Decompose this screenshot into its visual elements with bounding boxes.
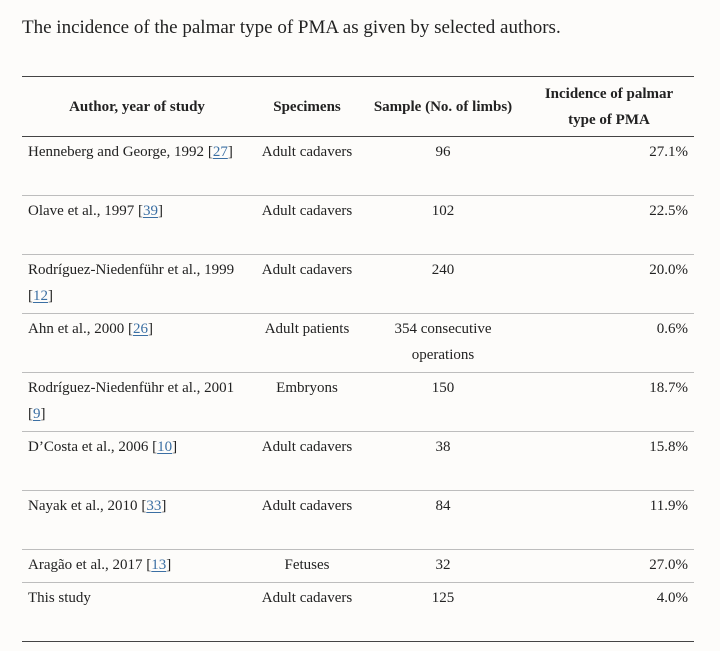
author-text: This study xyxy=(28,590,91,606)
specimens-cell: Adult cadavers xyxy=(252,254,362,314)
reference-link[interactable]: 27 xyxy=(212,144,228,160)
author-cell: Nayak et al., 2010 [33] xyxy=(22,490,252,550)
header-incidence: Incidence of palmar type of PMA xyxy=(524,76,694,137)
author-cell: Rodríguez-Niedenführ et al., 2001 [9] xyxy=(22,372,252,432)
specimens-cell: Adult cadavers xyxy=(261,590,353,606)
author-text: Rodríguez-Niedenführ et al., 1999 xyxy=(28,262,235,278)
sample-cell: 38 xyxy=(362,431,524,491)
sample-cell: 102 xyxy=(362,195,524,255)
table-row: Nayak et al., 2010 [33] Adult cadavers 8… xyxy=(22,490,694,550)
sample-cell: 32 xyxy=(362,549,524,583)
specimens-cell: Adult cadavers xyxy=(252,195,362,255)
author-text: Henneberg and George, 1992 xyxy=(28,144,205,160)
incidence-cell: 15.8% xyxy=(524,431,694,491)
table-row: D’Costa et al., 2006 [10] Adult cadavers… xyxy=(22,431,694,491)
table-header-row: Author, year of study Specimens Sample (… xyxy=(22,76,694,137)
author-text: D’Costa et al., 2006 xyxy=(28,439,149,455)
table-caption: The incidence of the palmar type of PMA … xyxy=(22,17,561,38)
table-row: Ahn et al., 2000 [26] Adult patients 354… xyxy=(22,313,694,373)
incidence-cell: 4.0% xyxy=(656,590,688,606)
table-row: Aragão et al., 2017 [13] Fetuses 32 27.0… xyxy=(22,549,694,583)
table-row: Rodríguez-Niedenführ et al., 1999 [12] A… xyxy=(22,254,694,314)
author-text: Aragão et al., 2017 xyxy=(28,557,143,573)
incidence-table: Author, year of study Specimens Sample (… xyxy=(22,76,694,642)
reference-link[interactable]: 12 xyxy=(33,288,48,304)
incidence-cell: 11.9% xyxy=(524,490,694,550)
table-row: Henneberg and George, 1992 [27] Adult ca… xyxy=(22,136,694,196)
specimens-cell: Adult cadavers xyxy=(252,490,362,550)
table-row: Olave et al., 1997 [39] Adult cadavers 1… xyxy=(22,195,694,255)
author-cell: This study xyxy=(22,583,252,642)
sample-cell: 96 xyxy=(362,136,524,196)
header-specimens: Specimens xyxy=(252,76,362,137)
author-cell: D’Costa et al., 2006 [10] xyxy=(22,431,252,491)
sample-cell: 240 xyxy=(362,254,524,314)
header-author: Author, year of study xyxy=(22,76,252,137)
author-text: Olave et al., 1997 xyxy=(28,203,135,219)
sample-cell: 125 xyxy=(431,590,455,606)
reference-link[interactable]: 9 xyxy=(33,406,41,422)
reference-link[interactable]: 39 xyxy=(142,203,158,219)
reference-link[interactable]: 13 xyxy=(151,557,167,573)
author-cell: Olave et al., 1997 [39] xyxy=(22,195,252,255)
specimens-cell: Embryons xyxy=(252,372,362,432)
reference-link[interactable]: 33 xyxy=(146,498,162,514)
sample-cell: 354 consecutive operations xyxy=(362,313,524,373)
author-text: Nayak et al., 2010 xyxy=(28,498,138,514)
table-row: This study Adult cadavers 125 4.0% xyxy=(22,583,694,642)
sample-cell: 150 xyxy=(362,372,524,432)
table-row: Rodríguez-Niedenführ et al., 2001 [9] Em… xyxy=(22,372,694,432)
author-cell: Ahn et al., 2000 [26] xyxy=(22,313,252,373)
incidence-cell: 0.6% xyxy=(524,313,694,373)
specimens-cell: Adult cadavers xyxy=(252,136,362,196)
specimens-cell: Adult patients xyxy=(252,313,362,373)
author-cell: Henneberg and George, 1992 [27] xyxy=(22,136,252,196)
author-text: Ahn et al., 2000 xyxy=(28,321,125,337)
reference-link[interactable]: 26 xyxy=(132,321,148,337)
specimens-cell: Fetuses xyxy=(252,549,362,583)
header-sample: Sample (No. of limbs) xyxy=(362,76,524,137)
reference-link[interactable]: 10 xyxy=(157,439,173,455)
incidence-cell: 18.7% xyxy=(524,372,694,432)
author-cell: Aragão et al., 2017 [13] xyxy=(22,549,252,583)
incidence-cell: 20.0% xyxy=(524,254,694,314)
incidence-cell: 22.5% xyxy=(524,195,694,255)
incidence-cell: 27.1% xyxy=(524,136,694,196)
incidence-cell: 27.0% xyxy=(524,549,694,583)
sample-cell: 84 xyxy=(362,490,524,550)
author-text: Rodríguez-Niedenführ et al., 2001 xyxy=(28,380,235,396)
specimens-cell: Adult cadavers xyxy=(252,431,362,491)
author-cell: Rodríguez-Niedenführ et al., 1999 [12] xyxy=(22,254,252,314)
